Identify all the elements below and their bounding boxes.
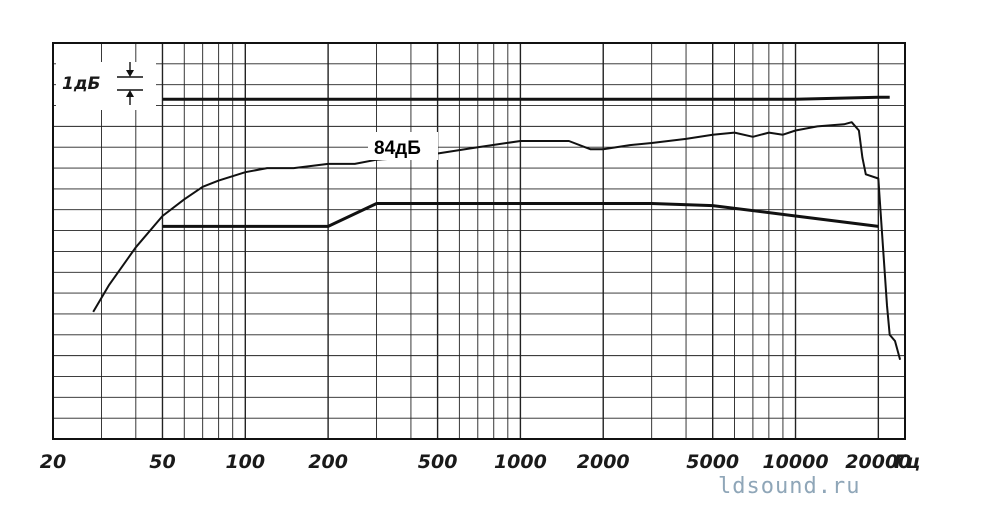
scale-marker-arrowhead-up	[126, 90, 134, 97]
reference-label: 84дБ	[374, 138, 421, 159]
series-line-3	[162, 95, 890, 101]
scale-marker-label: 1дБ	[62, 74, 101, 94]
x-tick-label: 10000	[762, 451, 828, 473]
x-tick-label: 500	[418, 451, 458, 473]
watermark: ldsound.ru	[718, 474, 861, 499]
scale-marker-box	[56, 62, 156, 110]
reference-level-marker: 84дБ	[368, 132, 438, 160]
x-tick-label: 1000	[494, 451, 547, 473]
x-tick-label: 20	[40, 451, 66, 473]
plot-frame	[52, 42, 906, 440]
x-tick-label: 100	[225, 451, 265, 473]
scale-marker-arrowhead-down	[126, 70, 134, 77]
scale-marker: 1дБ	[56, 62, 156, 110]
series-line-1	[92, 121, 902, 361]
x-tick-label: 200	[308, 451, 348, 473]
x-tick-label: 2000	[577, 451, 630, 473]
x-unit-label: Гц	[894, 451, 920, 473]
chart-grid	[53, 42, 905, 440]
x-tick-label: 5000	[686, 451, 739, 473]
series-line-2	[162, 202, 879, 228]
x-tick-label: 20000	[845, 451, 911, 473]
reference-label-box	[368, 132, 438, 160]
x-tick-label: 50	[149, 451, 175, 473]
x-tick-labels: 20 50 100 200 500 1000 2000 5000 10000 20000	[40, 451, 912, 473]
chart-series	[92, 95, 902, 361]
